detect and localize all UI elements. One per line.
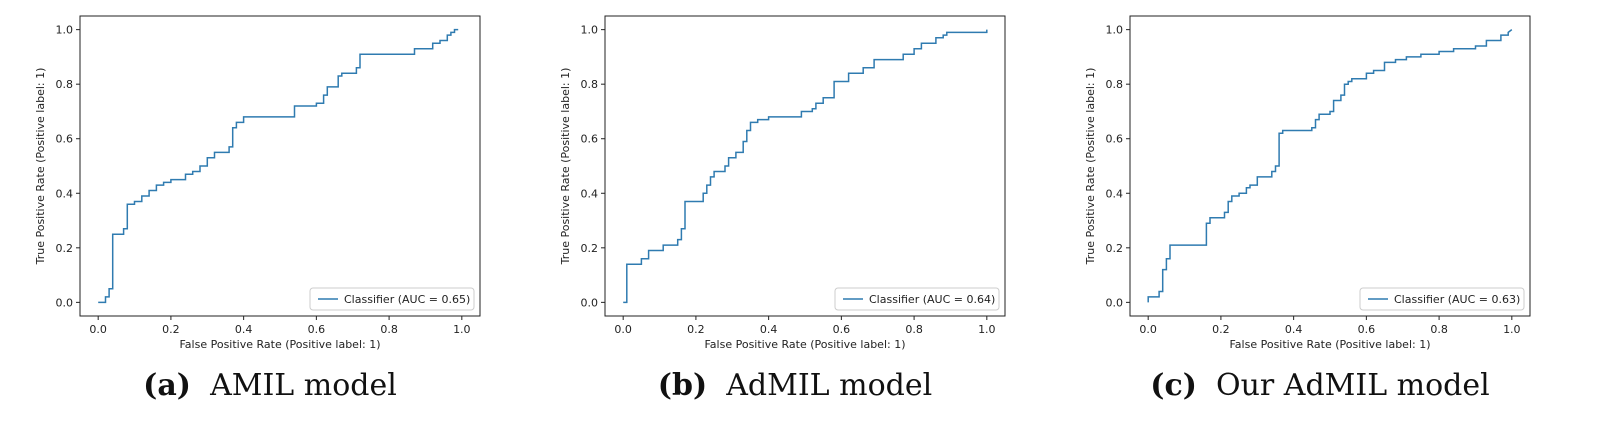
caption-tag: (c) — [1150, 368, 1197, 403]
x-axis-label: False Positive Rate (Positive label: 1) — [1229, 338, 1430, 351]
y-tick-label: 0.0 — [581, 296, 599, 309]
y-tick-label: 0.2 — [581, 242, 599, 255]
x-tick-label: 0.0 — [1139, 323, 1157, 336]
y-tick-label: 0.0 — [1106, 296, 1124, 309]
y-tick-label: 0.6 — [1106, 133, 1124, 146]
roc-chart-b: 0.0 0.2 0.4 0.6 0.8 1.0 0.0 0.2 0.4 0.6 0.8 1.0 Fals… — [559, 15, 1006, 351]
caption-text: AMIL model — [210, 368, 397, 403]
roc-curve-line — [1147, 29, 1513, 303]
y-tick-label: 1.0 — [56, 24, 74, 37]
x-tick-label: 0.4 — [1285, 323, 1303, 336]
y-tick-label: 1.0 — [1106, 24, 1124, 37]
caption-c: (c) Our AdMIL model — [1050, 368, 1590, 403]
caption-text: AdMIL model — [726, 368, 933, 403]
x-tick-label: 0.8 — [905, 323, 923, 336]
y-tick-label: 0.2 — [1106, 242, 1124, 255]
plot-frame — [1129, 15, 1531, 317]
caption-tag: (b) — [657, 368, 708, 403]
y-axis-label: True Positive Rate (Positive label: 1) — [559, 68, 572, 266]
x-tick-label: 0.6 — [308, 323, 326, 336]
x-tick-label: 0.6 — [833, 323, 851, 336]
x-tick-label: 0.4 — [760, 323, 778, 336]
roc-chart-c: 0.0 0.2 0.4 0.6 0.8 1.0 0.0 0.2 0.4 0.6 0.8 1.0 Fals… — [1084, 15, 1531, 351]
x-tick-label: 0.4 — [235, 323, 253, 336]
x-tick-label: 0.8 — [380, 323, 398, 336]
x-tick-label: 1.0 — [1503, 323, 1521, 336]
y-axis-label: True Positive Rate (Positive label: 1) — [34, 68, 47, 266]
y-axis-label: True Positive Rate (Positive label: 1) — [1084, 68, 1097, 266]
x-tick-label: 0.6 — [1358, 323, 1376, 336]
roc-curve-line — [98, 28, 459, 304]
y-tick-label: 0.8 — [1106, 78, 1124, 91]
legend-label: Classifier (AUC = 0.63) — [1394, 293, 1520, 306]
legend-box — [309, 287, 475, 311]
legend-box — [834, 287, 1000, 311]
x-tick-label: 0.0 — [89, 323, 107, 336]
x-tick-label: 0.2 — [687, 323, 705, 336]
y-tick-label: 1.0 — [581, 24, 599, 37]
x-tick-label: 0.2 — [162, 323, 180, 336]
legend-box — [1359, 287, 1525, 311]
chart-panel-a: 0.0 0.2 0.4 0.6 0.8 1.0 0.0 0.2 0.4 0.6 0.8 1.0 Fals… — [0, 0, 540, 433]
plot-frame — [604, 15, 1006, 317]
y-tick-label: 0.0 — [56, 296, 74, 309]
caption-text: Our AdMIL model — [1215, 368, 1490, 403]
x-tick-label: 1.0 — [978, 323, 996, 336]
caption-a: (a) AMIL model — [0, 368, 540, 403]
caption-b: (b) AdMIL model — [525, 368, 1065, 403]
x-axis-label: False Positive Rate (Positive label: 1) — [704, 338, 905, 351]
y-tick-label: 0.2 — [56, 242, 74, 255]
caption-tag: (a) — [143, 368, 191, 403]
y-tick-label: 0.8 — [581, 78, 599, 91]
roc-chart-a: 0.0 0.2 0.4 0.6 0.8 1.0 0.0 0.2 0.4 0.6 0.8 1.0 Fals… — [34, 15, 481, 351]
chart-panel-c: 0.0 0.2 0.4 0.6 0.8 1.0 0.0 0.2 0.4 0.6 0.8 1.0 Fals… — [1050, 0, 1590, 433]
y-tick-label: 0.6 — [56, 133, 74, 146]
roc-curve-line — [623, 29, 988, 304]
y-tick-label: 0.6 — [581, 133, 599, 146]
plot-frame — [79, 15, 481, 317]
x-tick-label: 0.8 — [1430, 323, 1448, 336]
legend-label: Classifier (AUC = 0.64) — [869, 293, 995, 306]
y-tick-label: 0.4 — [581, 187, 599, 200]
x-axis-label: False Positive Rate (Positive label: 1) — [179, 338, 380, 351]
x-tick-label: 0.2 — [1212, 323, 1230, 336]
y-tick-label: 0.4 — [1106, 187, 1124, 200]
y-tick-label: 0.4 — [56, 187, 74, 200]
x-tick-label: 0.0 — [614, 323, 632, 336]
legend-label: Classifier (AUC = 0.65) — [344, 293, 470, 306]
y-tick-label: 0.8 — [56, 78, 74, 91]
chart-panel-b: 0.0 0.2 0.4 0.6 0.8 1.0 0.0 0.2 0.4 0.6 0.8 1.0 Fals… — [525, 0, 1065, 433]
x-tick-label: 1.0 — [453, 323, 471, 336]
